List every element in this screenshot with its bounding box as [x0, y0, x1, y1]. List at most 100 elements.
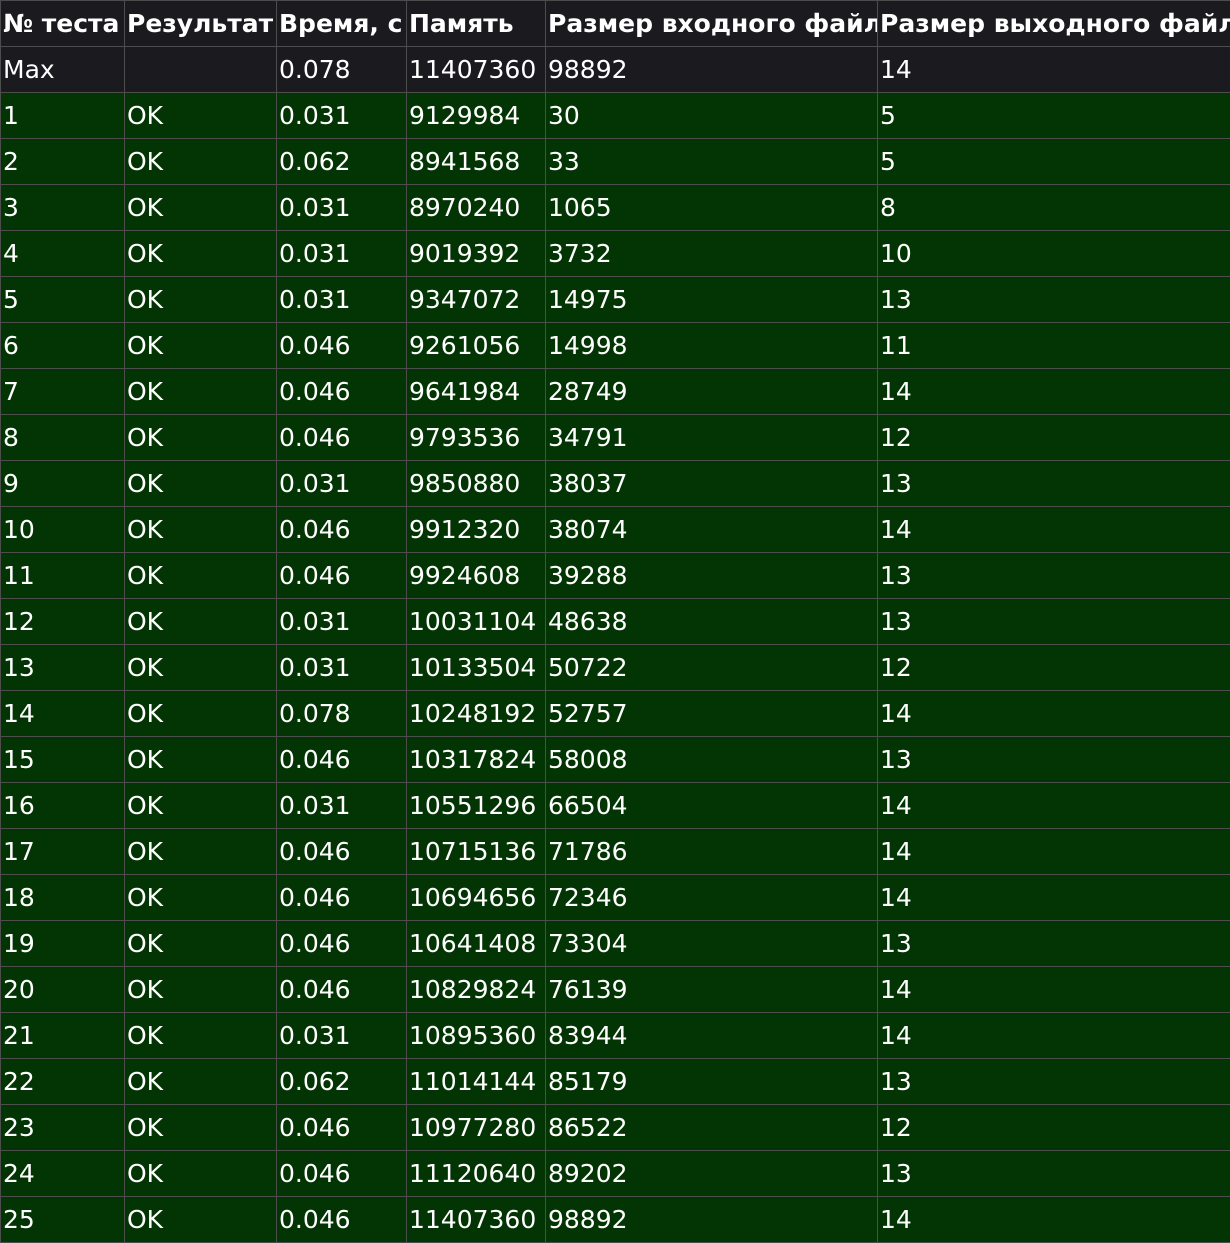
- output-size-cell: 14: [878, 875, 1230, 921]
- test-number-cell: 22: [1, 1059, 125, 1105]
- time-cell: 0.031: [277, 93, 407, 139]
- test-number-cell: 2: [1, 139, 125, 185]
- time-cell: 0.046: [277, 553, 407, 599]
- output-size-cell: 13: [878, 599, 1230, 645]
- result-cell: OK: [125, 1013, 277, 1059]
- input-size-cell: 86522: [546, 1105, 878, 1151]
- output-size-cell: 10: [878, 231, 1230, 277]
- output-size-cell: 13: [878, 277, 1230, 323]
- output-size-cell: 14: [878, 1197, 1230, 1243]
- time-cell: 0.046: [277, 737, 407, 783]
- result-cell: OK: [125, 277, 277, 323]
- max-input-size: 98892: [546, 47, 878, 93]
- result-cell: OK: [125, 1105, 277, 1151]
- result-cell: OK: [125, 1197, 277, 1243]
- time-cell: 0.046: [277, 415, 407, 461]
- output-size-cell: 14: [878, 369, 1230, 415]
- test-number-cell: 5: [1, 277, 125, 323]
- memory-cell: 9129984: [407, 93, 546, 139]
- header-row: № теста Результат Время, с Память Размер…: [1, 1, 1230, 47]
- result-cell: OK: [125, 829, 277, 875]
- input-size-cell: 3732: [546, 231, 878, 277]
- output-size-cell: 5: [878, 93, 1230, 139]
- time-cell: 0.062: [277, 139, 407, 185]
- output-size-cell: 12: [878, 415, 1230, 461]
- test-number-cell: 13: [1, 645, 125, 691]
- input-size-cell: 76139: [546, 967, 878, 1013]
- max-label: Max: [1, 47, 125, 93]
- time-cell: 0.046: [277, 369, 407, 415]
- header-memory: Память: [407, 1, 546, 47]
- memory-cell: 10641408: [407, 921, 546, 967]
- input-size-cell: 1065: [546, 185, 878, 231]
- result-cell: OK: [125, 139, 277, 185]
- result-cell: OK: [125, 369, 277, 415]
- time-cell: 0.046: [277, 507, 407, 553]
- time-cell: 0.031: [277, 277, 407, 323]
- memory-cell: 10977280: [407, 1105, 546, 1151]
- test-number-cell: 16: [1, 783, 125, 829]
- input-size-cell: 50722: [546, 645, 878, 691]
- test-number-cell: 21: [1, 1013, 125, 1059]
- result-cell: OK: [125, 875, 277, 921]
- result-cell: OK: [125, 185, 277, 231]
- time-cell: 0.031: [277, 599, 407, 645]
- result-cell: OK: [125, 93, 277, 139]
- time-cell: 0.046: [277, 829, 407, 875]
- input-size-cell: 30: [546, 93, 878, 139]
- output-size-cell: 13: [878, 921, 1230, 967]
- max-result: [125, 47, 277, 93]
- time-cell: 0.078: [277, 691, 407, 737]
- test-number-cell: 8: [1, 415, 125, 461]
- input-size-cell: 58008: [546, 737, 878, 783]
- result-cell: OK: [125, 1059, 277, 1105]
- memory-cell: 9641984: [407, 369, 546, 415]
- memory-cell: 9850880: [407, 461, 546, 507]
- time-cell: 0.031: [277, 645, 407, 691]
- table-header: № теста Результат Время, с Память Размер…: [1, 1, 1230, 47]
- result-cell: OK: [125, 737, 277, 783]
- memory-cell: 10895360: [407, 1013, 546, 1059]
- max-row: Max 0.078 11407360 98892 14: [1, 47, 1230, 93]
- header-input-size: Размер входного файла: [546, 1, 878, 47]
- result-cell: OK: [125, 1151, 277, 1197]
- input-size-cell: 34791: [546, 415, 878, 461]
- time-cell: 0.046: [277, 921, 407, 967]
- result-cell: OK: [125, 507, 277, 553]
- output-size-cell: 12: [878, 1105, 1230, 1151]
- output-size-cell: 14: [878, 691, 1230, 737]
- output-size-cell: 14: [878, 783, 1230, 829]
- memory-cell: 9924608: [407, 553, 546, 599]
- input-size-cell: 14975: [546, 277, 878, 323]
- input-size-cell: 38037: [546, 461, 878, 507]
- header-result: Результат: [125, 1, 277, 47]
- time-cell: 0.046: [277, 1197, 407, 1243]
- test-number-cell: 11: [1, 553, 125, 599]
- test-number-cell: 3: [1, 185, 125, 231]
- memory-cell: 9912320: [407, 507, 546, 553]
- input-size-cell: 71786: [546, 829, 878, 875]
- result-cell: OK: [125, 323, 277, 369]
- time-cell: 0.046: [277, 875, 407, 921]
- output-size-cell: 14: [878, 967, 1230, 1013]
- time-cell: 0.031: [277, 783, 407, 829]
- test-number-cell: 25: [1, 1197, 125, 1243]
- output-size-cell: 14: [878, 507, 1230, 553]
- result-cell: OK: [125, 599, 277, 645]
